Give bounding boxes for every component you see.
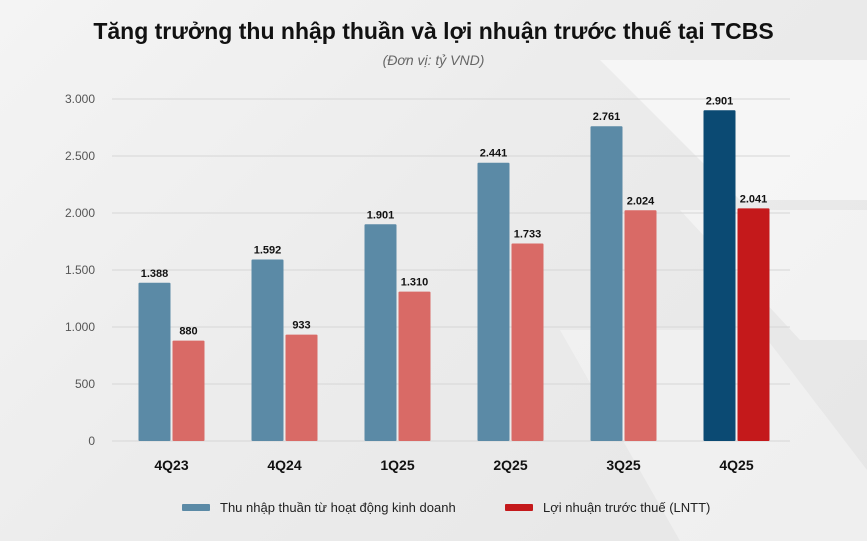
bar [138,282,171,441]
data-label: 2.041 [740,193,768,205]
y-tick-label: 500 [75,377,95,391]
bar [477,162,510,441]
bar [251,259,284,441]
y-tick-label: 0 [88,434,95,448]
bar [703,110,736,441]
x-tick-label: 2Q25 [493,457,527,473]
data-label: 2.901 [706,95,734,107]
bar [511,243,544,441]
x-tick-label: 4Q24 [267,457,301,473]
bar [285,334,318,441]
bar [624,210,657,441]
x-tick-label: 4Q25 [719,457,753,473]
legend-swatch-income [182,504,210,511]
data-label: 2.024 [627,195,655,207]
data-label: 1.388 [141,268,169,280]
chart-subtitle: (Đơn vị: tỷ VND) [382,52,485,68]
y-tick-label: 1.000 [65,320,95,334]
legend-item-income: Thu nhập thuần từ hoạt động kinh doanh [182,500,456,515]
data-label: 2.761 [593,111,621,123]
bar [398,291,431,441]
legend-label-income: Thu nhập thuần từ hoạt động kinh doanh [220,500,456,515]
bar [590,126,623,441]
data-label: 2.441 [480,148,508,160]
x-tick-label: 4Q23 [154,457,188,473]
data-label: 1.310 [401,277,429,289]
y-tick-label: 1.500 [65,263,95,277]
legend-item-profit: Lợi nhuận trước thuế (LNTT) [505,500,710,515]
chart-title: Tăng trưởng thu nhập thuần và lợi nhuận … [93,18,774,44]
y-tick-label: 2.000 [65,206,95,220]
legend-swatch-profit [505,504,533,511]
data-label: 1.901 [367,209,395,221]
data-label: 1.733 [514,228,542,240]
bar [172,340,205,441]
bar [364,224,397,441]
y-tick-label: 2.500 [65,149,95,163]
x-tick-label: 1Q25 [380,457,414,473]
bar [737,208,770,441]
chart-legend: Thu nhập thuần từ hoạt động kinh doanh L… [0,500,867,520]
legend-label-profit: Lợi nhuận trước thuế (LNTT) [543,500,711,515]
data-label: 880 [179,326,197,338]
data-label: 1.592 [254,245,282,257]
data-label: 933 [292,320,310,332]
x-tick-label: 3Q25 [606,457,640,473]
y-tick-label: 3.000 [65,92,95,106]
